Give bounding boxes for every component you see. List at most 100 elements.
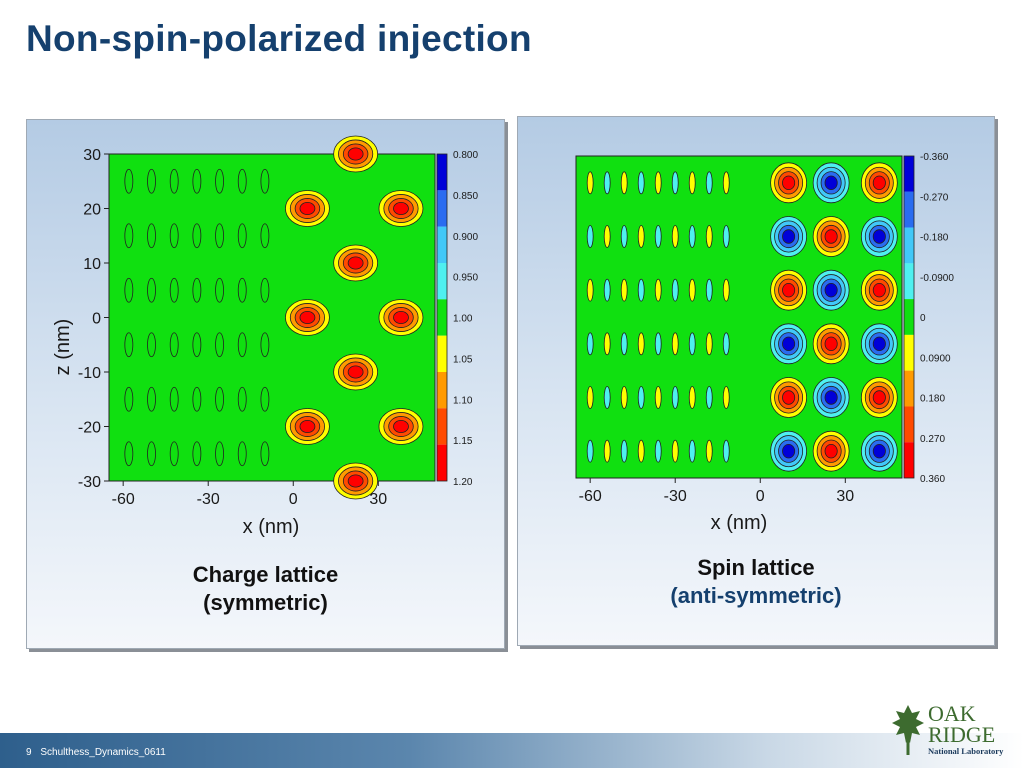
contour-blob bbox=[603, 225, 611, 248]
contour-blob bbox=[688, 386, 696, 409]
contour-blob bbox=[722, 225, 730, 248]
data-point bbox=[347, 365, 364, 379]
x-tick-label: 0 bbox=[756, 488, 765, 505]
colorbar-segment bbox=[437, 299, 447, 336]
colorbar-label: 1.20 bbox=[453, 477, 473, 488]
colorbar-label: 0.800 bbox=[453, 150, 478, 161]
contour-blob bbox=[237, 223, 247, 249]
contour-blob bbox=[722, 386, 730, 409]
contour-blob bbox=[688, 278, 696, 302]
contour-blob bbox=[671, 332, 679, 356]
data-point bbox=[872, 175, 886, 191]
colorbar-label: 0.850 bbox=[453, 191, 478, 202]
contour-blob bbox=[215, 277, 224, 303]
contour-blob bbox=[215, 441, 224, 467]
contour-blob bbox=[260, 332, 270, 358]
caption-line2: (symmetric) bbox=[203, 590, 328, 615]
data-point bbox=[824, 336, 838, 352]
logo-line1: OAK bbox=[928, 701, 976, 726]
x-tick-label: 30 bbox=[369, 491, 387, 508]
y-tick-label: 10 bbox=[83, 256, 101, 273]
x-tick-label: 0 bbox=[289, 491, 298, 508]
colorbar-label: 1.10 bbox=[453, 395, 473, 406]
contour-blob bbox=[620, 332, 628, 356]
data-point bbox=[782, 443, 796, 459]
data-point bbox=[782, 229, 796, 244]
footer: 9 Schulthess_Dynamics_0611 bbox=[26, 747, 166, 758]
x-tick-label: -60 bbox=[112, 491, 135, 508]
contour-blob bbox=[192, 386, 202, 412]
contour-blob bbox=[260, 386, 270, 412]
colorbar-frame bbox=[436, 153, 448, 482]
contour-blob bbox=[654, 225, 662, 248]
colorbar-segment bbox=[904, 156, 914, 192]
contour-blob bbox=[603, 439, 611, 463]
contour-blob bbox=[722, 171, 730, 195]
contour-blob bbox=[671, 439, 679, 463]
contour-blob bbox=[688, 225, 696, 248]
contour-blob bbox=[603, 171, 611, 195]
colorbar-segment bbox=[437, 372, 447, 409]
contour-blob bbox=[620, 439, 628, 463]
data-point bbox=[782, 175, 796, 191]
contour-blob bbox=[192, 277, 202, 303]
contour-blob bbox=[671, 278, 679, 302]
contour-blob bbox=[169, 277, 179, 303]
colorbar-label: -0.180 bbox=[920, 233, 949, 244]
contour-blob bbox=[705, 439, 713, 463]
data-point bbox=[824, 175, 838, 191]
contour-blob bbox=[654, 439, 662, 463]
colorbar-segment bbox=[904, 442, 914, 478]
contour-blob bbox=[603, 278, 611, 302]
y-tick-label: -20 bbox=[78, 420, 101, 437]
contour-blob bbox=[637, 225, 645, 248]
data-point bbox=[872, 336, 886, 352]
contour-blob bbox=[705, 225, 713, 248]
contour-blob bbox=[124, 386, 134, 412]
contour-blob bbox=[147, 277, 156, 303]
spin-lattice-chart: -0.360 -0.270 -0.180 -0.0900 0 0.0900 0.180 0.2… bbox=[575, 152, 954, 534]
data-point bbox=[299, 310, 316, 325]
caption-line1: Spin lattice bbox=[697, 555, 815, 580]
contour-blob bbox=[654, 386, 662, 409]
colorbar-segment bbox=[437, 154, 447, 191]
caption-line2: (anti-symmetric) bbox=[670, 583, 842, 608]
contour-blob bbox=[124, 441, 134, 467]
x-axis-label: x (nm) bbox=[243, 516, 300, 538]
contour-blob bbox=[260, 277, 270, 303]
contour-blob bbox=[192, 168, 202, 194]
data-point bbox=[824, 390, 838, 405]
data-point bbox=[393, 419, 409, 434]
colorbar-label: 0.180 bbox=[920, 394, 945, 405]
footer-bar bbox=[0, 733, 1024, 768]
charge-lattice-caption: Charge lattice (symmetric) bbox=[27, 561, 504, 617]
contour-blob bbox=[637, 278, 645, 302]
contour-blob bbox=[637, 439, 645, 463]
contour-blob bbox=[671, 225, 679, 248]
contour-blob bbox=[654, 332, 662, 356]
data-point bbox=[347, 474, 364, 488]
colorbar-label: 0.270 bbox=[920, 434, 945, 445]
contour-blob bbox=[192, 441, 202, 467]
contour-blob bbox=[671, 386, 679, 409]
slide-title: Non-spin-polarized injection bbox=[26, 18, 532, 59]
contour-blob bbox=[620, 386, 628, 409]
oak-leaf-icon bbox=[892, 705, 924, 755]
colorbar-label: -0.0900 bbox=[920, 273, 954, 284]
colorbar-segment bbox=[437, 263, 447, 300]
contour-blob bbox=[586, 439, 594, 463]
contour-blob bbox=[586, 332, 594, 356]
data-point bbox=[393, 310, 409, 325]
spin-lattice-panel: -0.360 -0.270 -0.180 -0.0900 0 0.0900 0.180 0.2… bbox=[517, 116, 995, 646]
contour-blob bbox=[722, 332, 730, 356]
data-point bbox=[824, 443, 838, 459]
contour-blob bbox=[124, 223, 134, 249]
contour-blob bbox=[124, 277, 134, 303]
colorbar-segment bbox=[904, 191, 914, 228]
contour-blob bbox=[169, 223, 179, 249]
contour-blob bbox=[654, 278, 662, 302]
plot-area bbox=[575, 155, 903, 479]
contour-blob bbox=[722, 278, 730, 302]
colorbar-segment bbox=[437, 226, 447, 263]
contour-blob bbox=[215, 332, 224, 358]
